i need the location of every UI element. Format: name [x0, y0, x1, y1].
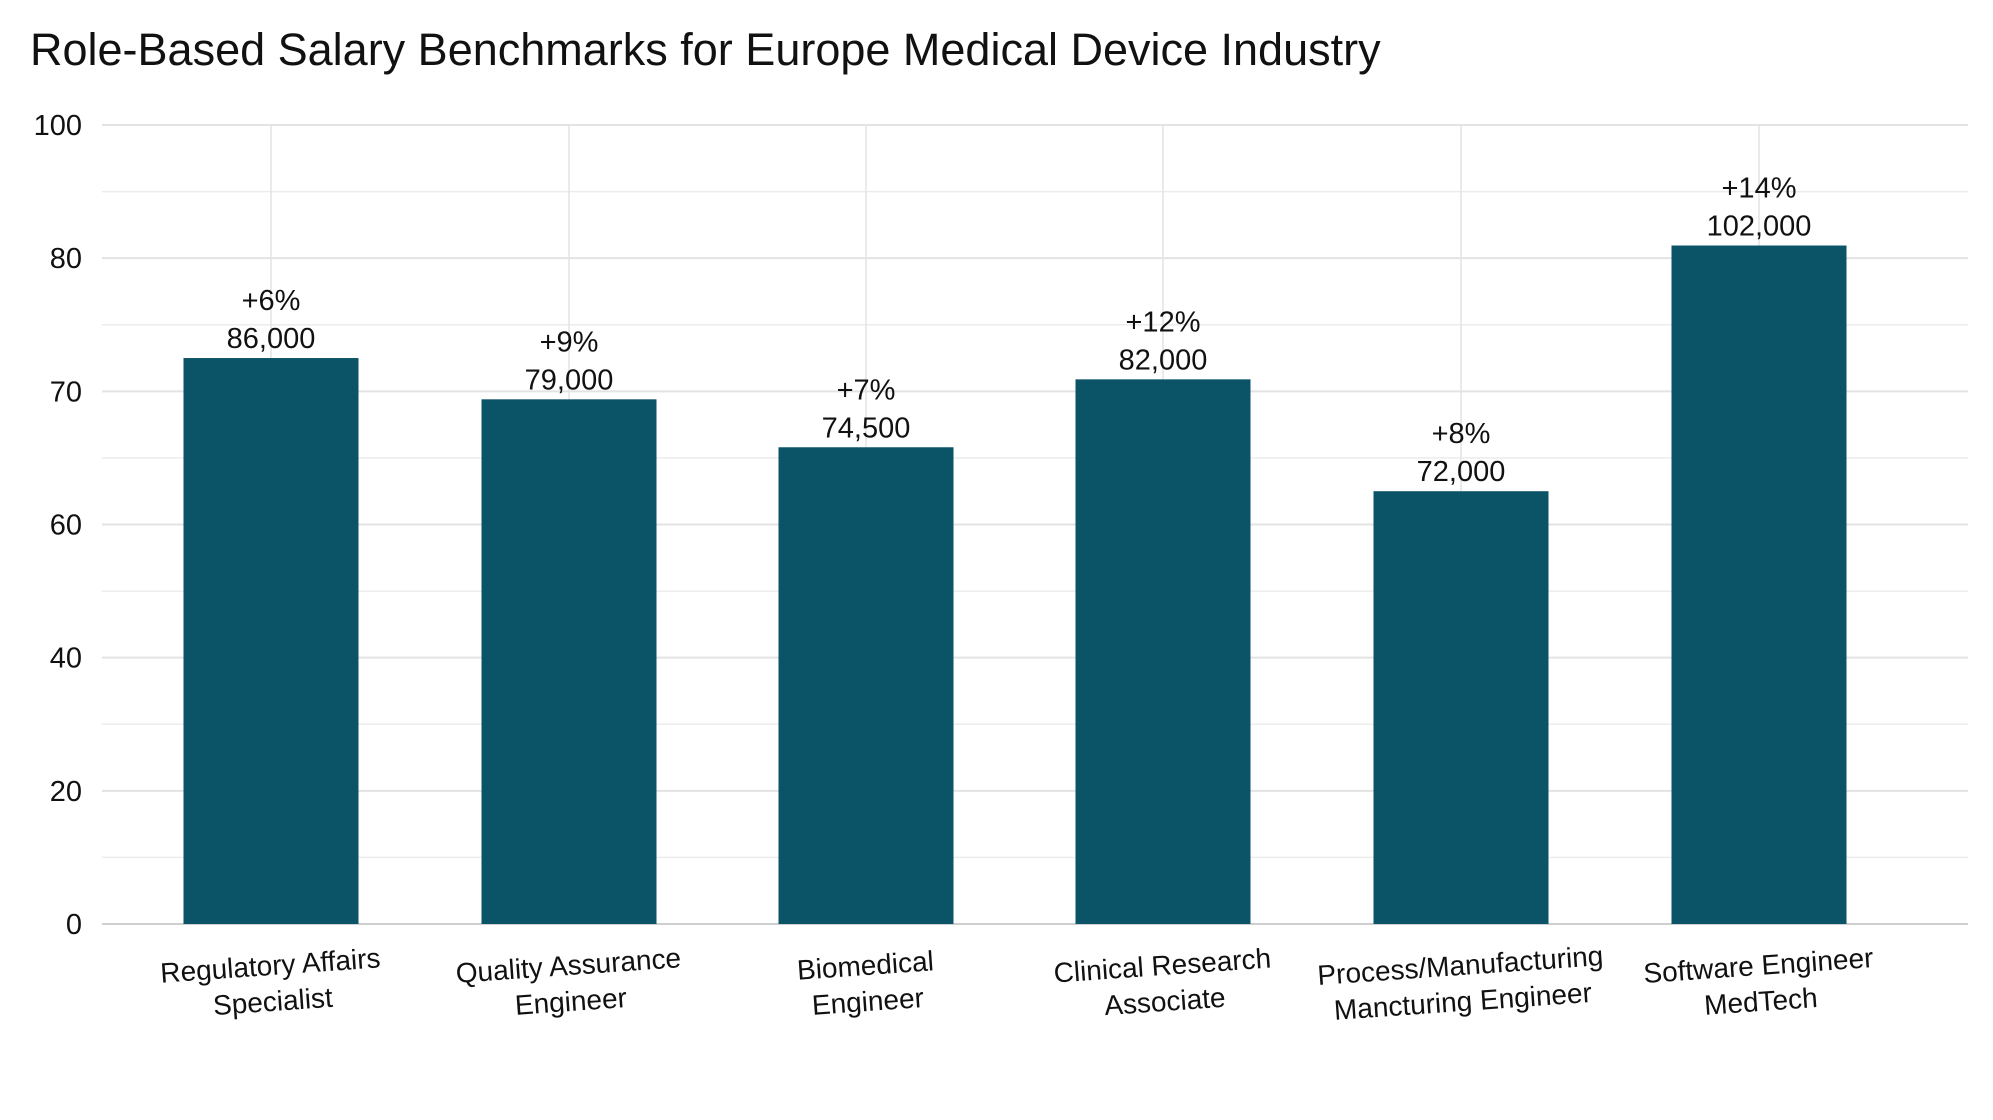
category-label-line: Regulatory Affairs — [159, 942, 381, 988]
y-tick-label: 20 — [50, 776, 82, 808]
category-label-line: Engineer — [811, 982, 925, 1021]
y-tick-label: 0 — [66, 909, 82, 941]
y-tick-label: 100 — [34, 110, 82, 142]
category-label-line: Engineer — [514, 982, 628, 1021]
bar — [1075, 379, 1251, 924]
bar — [481, 399, 657, 924]
growth-label: +12% — [1126, 306, 1201, 338]
category-label-line: Quality Assurance — [455, 942, 682, 989]
y-tick-label: 80 — [50, 243, 82, 275]
bar — [1373, 491, 1549, 924]
y-tick-label: 70 — [50, 376, 82, 408]
value-label: 86,000 — [227, 323, 316, 355]
value-label: 102,000 — [1707, 211, 1812, 243]
chart-title: Role-Based Salary Benchmarks for Europe … — [30, 24, 1381, 75]
category-label-line: MedTech — [1703, 982, 1819, 1021]
category-label-line: Specialist — [212, 982, 334, 1021]
growth-label: +9% — [540, 326, 599, 358]
category-label-line: Biomedical — [796, 945, 935, 985]
bar — [1671, 245, 1847, 924]
growth-label: +8% — [1432, 418, 1491, 450]
growth-label: +14% — [1722, 173, 1797, 205]
y-tick-label: 60 — [50, 510, 82, 542]
category-label-line: Clinical Research — [1053, 942, 1273, 988]
bar — [183, 358, 359, 925]
value-label: 79,000 — [525, 364, 614, 396]
value-label: 72,000 — [1417, 456, 1506, 488]
category-label-line: Software Engineer — [1642, 942, 1874, 989]
value-label: 74,500 — [822, 412, 911, 444]
category-label-line: Associate — [1103, 982, 1226, 1021]
growth-label: +7% — [837, 374, 896, 406]
bar — [778, 447, 954, 924]
y-tick-label: 40 — [50, 643, 82, 675]
growth-label: +6% — [242, 285, 301, 317]
value-label: 82,000 — [1119, 344, 1208, 376]
